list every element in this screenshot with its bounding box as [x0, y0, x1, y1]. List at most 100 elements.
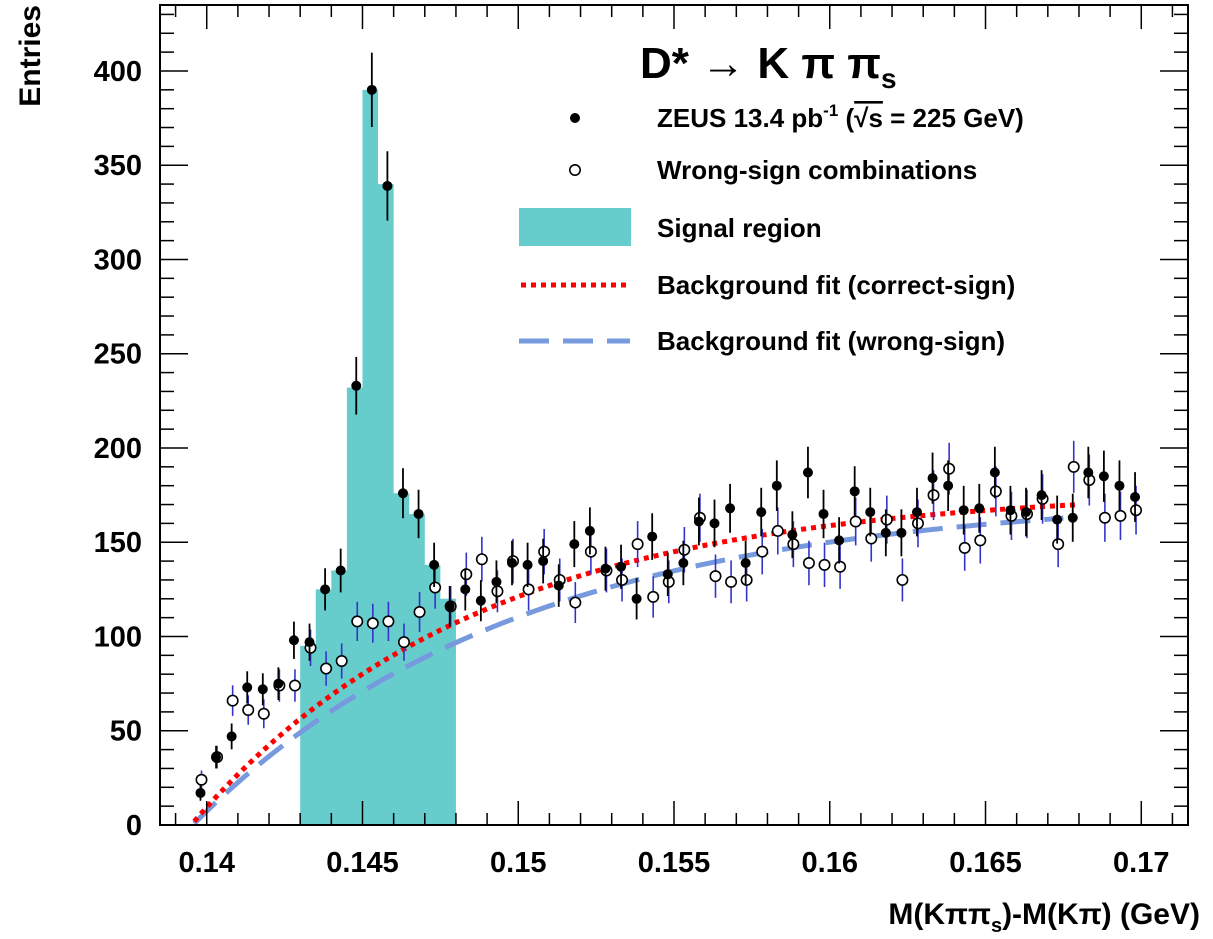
x-tick-label: 0.145 [326, 847, 399, 879]
wrong-sign-point [802, 556, 815, 569]
y-tick-label: 100 [94, 621, 142, 653]
correct-sign-point [678, 557, 689, 568]
correct-sign-point [304, 637, 315, 648]
wrong-sign-point [382, 615, 395, 628]
wrong-sign-point [849, 515, 862, 528]
correct-sign-point [631, 593, 642, 604]
tick-labels-layer: 0.14 0.145 0.15 0.155 0.16 0.165 0.17 0 50 100 150… [94, 56, 1170, 879]
correct-sign-point [397, 488, 408, 499]
correct-sign-point [288, 635, 299, 646]
correct-sign-point [584, 525, 595, 536]
correct-sign-point [927, 473, 938, 484]
wrong-sign-point [865, 532, 878, 545]
legend-label-wrong: Wrong-sign combinations [657, 155, 977, 185]
wrong-sign-point [1098, 511, 1111, 524]
wrong-sign-point [584, 545, 597, 558]
x-tick-label: 0.155 [638, 847, 711, 879]
wrong-sign-point [257, 707, 270, 720]
wrong-sign-point [958, 541, 971, 554]
correct-sign-point [211, 752, 222, 763]
correct-sign-point [600, 563, 611, 574]
correct-sign-point [366, 84, 377, 95]
x-tick-label: 0.17 [1113, 847, 1169, 879]
correct-sign-point [958, 505, 969, 516]
axis-ticks-layer [160, 5, 1188, 826]
wrong-sign-point [1052, 538, 1065, 551]
wrong-sign-point [1067, 460, 1080, 473]
correct-sign-point [802, 467, 813, 478]
correct-sign-point [1130, 492, 1141, 502]
wrong-sign-point [709, 570, 722, 583]
wrong-sign-point [366, 617, 379, 630]
wrong-sign-point [631, 538, 644, 551]
x-tick-label: 0.15 [490, 847, 546, 879]
correct-sign-point [911, 507, 922, 518]
y-tick-label: 350 [94, 150, 142, 182]
wrong-sign-point [226, 694, 239, 707]
correct-sign-point [756, 507, 767, 518]
correct-sign-point [257, 684, 268, 695]
wrong-sign-point [460, 568, 473, 581]
y-tick-label: 300 [94, 244, 142, 276]
correct-sign-point [1021, 507, 1032, 518]
wrong-sign-point [522, 583, 535, 596]
correct-sign-point [865, 507, 876, 518]
correct-sign-point [491, 576, 502, 587]
correct-sign-point [242, 682, 253, 693]
y-tick-label: 50 [110, 716, 142, 748]
wrong-sign-point [818, 558, 831, 571]
correct-sign-point [1067, 512, 1078, 523]
correct-sign-point [771, 480, 782, 491]
wrong-sign-point [320, 662, 333, 675]
y-tick-label: 150 [94, 527, 142, 559]
correct-sign-point [787, 529, 798, 540]
correct-sign-point [849, 486, 860, 497]
legend-label-correct: ZEUS 13.4 pb-1 (√s = 225 GeV) [657, 101, 1024, 133]
correct-sign-point [507, 557, 518, 568]
correct-sign-point [475, 595, 486, 606]
correct-sign-point [896, 527, 907, 538]
wrong-sign-point [989, 485, 1002, 498]
wrong-sign-point [538, 545, 551, 558]
y-tick-label: 250 [94, 339, 142, 371]
wrong-sign-point [1130, 504, 1143, 517]
wrong-sign-point [491, 585, 504, 598]
legend-label-signal: Signal region [657, 213, 822, 243]
correct-sign-point [382, 180, 393, 191]
wrong-sign-point [616, 573, 629, 586]
correct-sign-point [880, 527, 891, 538]
x-tick-label: 0.14 [179, 847, 235, 879]
wrong-sign-point [647, 590, 660, 603]
signal-region-histogram [300, 89, 456, 826]
legend-marker-filled [570, 113, 580, 123]
correct-sign-point [1098, 471, 1109, 482]
correct-sign-point [335, 565, 346, 576]
correct-sign-point [616, 561, 627, 572]
wrong-sign-point [242, 704, 255, 717]
wrong-sign-point [569, 596, 582, 609]
wrong-sign-point [429, 581, 442, 594]
correct-sign-point [662, 569, 673, 580]
correct-sign-point [974, 503, 985, 514]
y-tick-label: 400 [94, 56, 142, 88]
y-tick-label: 0 [126, 810, 142, 842]
correct-sign-point [647, 531, 658, 542]
legend-marker-open [568, 164, 581, 177]
correct-sign-point [818, 508, 829, 519]
wrong-sign-point [896, 573, 909, 586]
correct-sign-point [195, 787, 206, 798]
wrong-sign-point [756, 545, 769, 558]
wrong-sign-point [834, 560, 847, 573]
correct-sign-point [444, 601, 455, 612]
correct-sign-point [740, 557, 751, 568]
y-axis-title: Entries [14, 5, 47, 107]
correct-sign-point [569, 539, 580, 550]
wrong-sign-point [880, 513, 893, 526]
legend: ZEUS 13.4 pb-1 (√s = 225 GeV) Wrong-sign … [519, 101, 1024, 356]
correct-sign-point [351, 380, 362, 391]
correct-sign-point [1052, 514, 1063, 525]
wrong-sign-point [927, 489, 940, 502]
y-tick-label: 200 [94, 433, 142, 465]
x-tick-label: 0.165 [949, 847, 1022, 879]
